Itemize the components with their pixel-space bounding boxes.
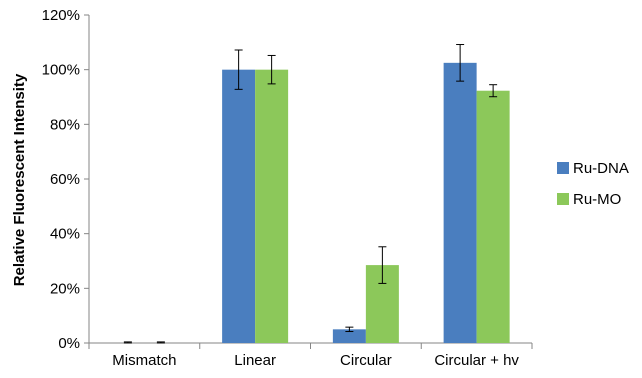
legend: Ru-DNA Ru-MO <box>557 160 629 208</box>
x-tick-label: Circular <box>340 352 392 369</box>
y-tick-label: 20% <box>50 280 80 297</box>
y-tick-label: 60% <box>50 171 80 188</box>
bar <box>443 62 477 343</box>
error-bars <box>123 44 498 344</box>
legend-label: Ru-DNA <box>573 160 629 177</box>
legend-swatch <box>557 162 569 174</box>
y-axis-title: Relative Fluorescent Intensity <box>11 73 28 286</box>
bar <box>476 90 510 343</box>
axis-labels: 0% 20% 40% 60% 80% 100% 120% Mismatch Linear Circ… <box>42 7 520 369</box>
bars <box>222 62 510 344</box>
x-tick-label: Circular + hv <box>434 352 519 369</box>
bar <box>222 69 256 344</box>
y-tick-label: 100% <box>42 62 80 79</box>
legend-swatch <box>557 193 569 205</box>
y-tick-label: 0% <box>58 335 80 352</box>
y-tick-label: 40% <box>50 226 80 243</box>
bar <box>332 329 366 343</box>
x-tick-label: Mismatch <box>112 352 176 369</box>
x-tick-label: Linear <box>234 352 276 369</box>
bar <box>255 69 289 344</box>
y-tick-label: 80% <box>50 116 80 133</box>
legend-label: Ru-MO <box>573 191 621 208</box>
y-tick-label: 120% <box>42 7 80 24</box>
